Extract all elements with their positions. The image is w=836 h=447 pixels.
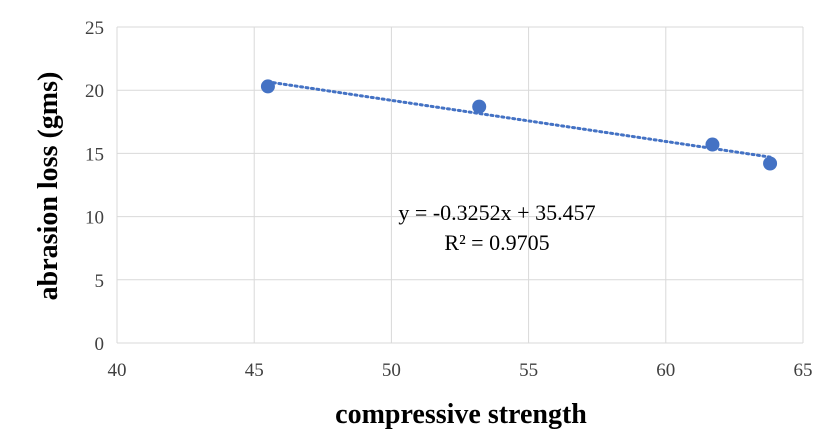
y-tick-label: 10: [85, 208, 104, 229]
data-points: [260, 79, 778, 171]
y-axis-title: abrasion loss (gms): [33, 72, 64, 301]
trendline-r-squared: R² = 0.9705: [444, 230, 549, 255]
y-tick-label: 15: [85, 144, 104, 165]
x-tick-label: 45: [245, 360, 264, 381]
x-axis-title: compressive strength: [335, 399, 587, 430]
trendline: [266, 80, 772, 159]
y-axis-ticks: 0 5 10 15 20 25: [85, 18, 104, 355]
data-point: [763, 156, 778, 171]
y-tick-label: 25: [85, 18, 104, 39]
trendline-equation: y = -0.3252x + 35.457: [398, 200, 595, 225]
x-tick-label: 65: [794, 360, 813, 381]
gridlines: [116, 26, 804, 344]
x-tick-label: 50: [382, 360, 401, 381]
y-tick-label: 20: [85, 81, 104, 102]
y-tick-label: 5: [95, 271, 105, 292]
x-tick-label: 55: [519, 360, 538, 381]
data-point: [260, 79, 275, 94]
data-point: [705, 137, 720, 152]
x-axis-ticks: 40 45 50 55 60 65: [108, 360, 813, 381]
x-tick-label: 60: [656, 360, 675, 381]
data-point: [472, 99, 487, 114]
x-tick-label: 40: [108, 360, 127, 381]
y-tick-label: 0: [95, 334, 105, 355]
